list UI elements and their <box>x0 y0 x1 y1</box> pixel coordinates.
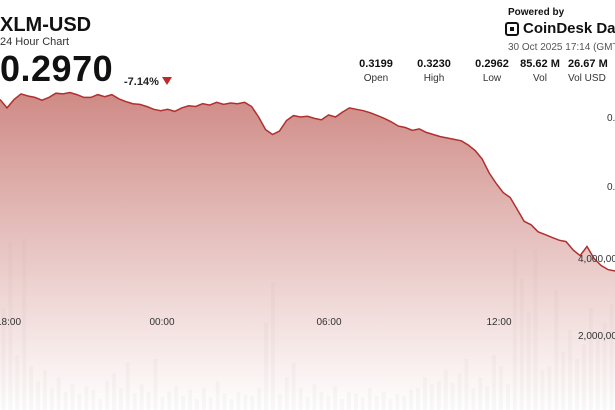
powered-by-label: Powered by <box>508 7 565 18</box>
stat-label: Open <box>363 73 389 84</box>
stat-low: 0.2962 Low <box>464 58 520 84</box>
stat-value: 0.2962 <box>475 58 509 70</box>
stat-label: Vol <box>533 73 547 84</box>
stat-vol: 85.62 M Vol <box>512 58 568 84</box>
current-price: 0.2970 <box>0 48 114 89</box>
stat-value: 0.3199 <box>359 58 393 70</box>
stat-value: 26.67 M <box>568 58 608 70</box>
x-tick: 00:00 <box>149 317 174 328</box>
axis-ticks: 18:00 00:00 06:00 12:00 0.3 0.3 4,000,00… <box>0 113 615 342</box>
stat-value: 0.3230 <box>417 58 451 70</box>
x-tick: 06:00 <box>316 317 341 328</box>
stat-label: Vol USD <box>568 73 606 84</box>
price-area <box>0 92 615 410</box>
logo-text: CoinDesk Data <box>523 20 615 37</box>
price-change: -7.14% <box>124 76 159 88</box>
stat-open: 0.3199 Open <box>348 58 404 84</box>
price-line <box>0 91 615 272</box>
timestamp: 30 Oct 2025 17:14 (GMT) <box>508 42 615 53</box>
x-tick: 12:00 <box>486 317 511 328</box>
chart-subtitle: 24 Hour Chart <box>0 36 70 48</box>
y-tick-volume: 4,000,000 <box>578 254 615 265</box>
stat-label: High <box>423 73 445 84</box>
stat-high: 0.3230 High <box>406 58 462 84</box>
y-tick-price: 0.3 <box>607 182 615 193</box>
down-arrow-icon <box>162 77 172 85</box>
y-tick-volume: 2,000,000 <box>578 331 615 342</box>
y-tick-price: 0.3 <box>607 113 615 124</box>
coindesk-logo-icon <box>505 22 519 36</box>
pair-title: XLM-USD <box>0 14 92 36</box>
stat-value: 85.62 M <box>520 58 560 70</box>
stat-label: Low <box>482 73 502 84</box>
stat-vol-usd: 26.67 M Vol USD <box>568 58 615 84</box>
x-tick-partial: 18:00 <box>0 317 21 328</box>
